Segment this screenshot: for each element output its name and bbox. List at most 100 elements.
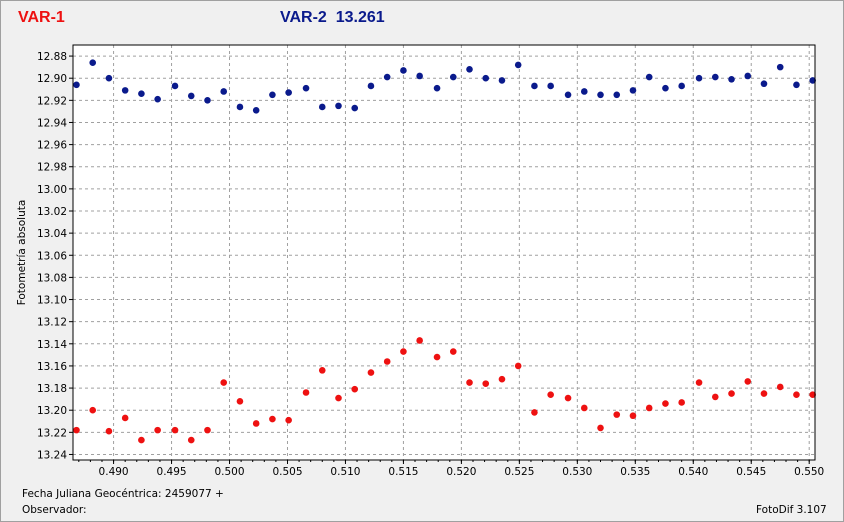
y-tick-label: 13.02 bbox=[37, 206, 67, 218]
var-1-point bbox=[760, 390, 768, 397]
var-1-point bbox=[728, 390, 735, 397]
var-2-point bbox=[73, 81, 80, 89]
var-2-point bbox=[171, 82, 179, 90]
var-2-point bbox=[367, 82, 375, 90]
var-2-point bbox=[776, 63, 784, 71]
x-tick-label: 0.505 bbox=[272, 466, 302, 478]
y-tick-label: 12.98 bbox=[37, 162, 67, 174]
var-1-point bbox=[645, 404, 653, 412]
var-2-point bbox=[335, 102, 342, 110]
var-1-point bbox=[678, 399, 685, 406]
var-1-point bbox=[498, 375, 506, 383]
var-2-point bbox=[187, 92, 195, 100]
var-1-point bbox=[629, 412, 637, 420]
var-2-point bbox=[728, 76, 735, 83]
var-2-point bbox=[580, 88, 588, 95]
var-1-point bbox=[793, 391, 800, 399]
x-tick-label: 0.520 bbox=[446, 466, 476, 478]
var-1-point bbox=[564, 394, 572, 402]
y-tick-label: 13.20 bbox=[37, 405, 67, 417]
var-1-point bbox=[318, 367, 326, 374]
var-1-point bbox=[711, 393, 719, 401]
julian-date-label: Fecha Juliana Geocéntrica: 2459077 + bbox=[22, 488, 224, 500]
var-2-point bbox=[105, 74, 113, 82]
var-2-point bbox=[89, 59, 97, 67]
var-2-point bbox=[482, 74, 490, 82]
var-2-point bbox=[564, 91, 572, 99]
x-tick-label: 0.530 bbox=[562, 466, 592, 478]
var-2-point bbox=[531, 82, 538, 90]
var-2-point bbox=[809, 77, 816, 84]
var-2-point bbox=[433, 84, 441, 92]
var-2-point bbox=[514, 61, 522, 69]
y-tick-label: 13.16 bbox=[37, 361, 67, 373]
y-axis-ticks: 12.88 12.90 12.92 12.94 12.96 12.98 13.00 13.02… bbox=[37, 51, 73, 461]
var2-label: VAR-2 13.261 bbox=[280, 9, 385, 26]
var-1-point bbox=[138, 436, 145, 444]
var-2-point bbox=[678, 82, 685, 90]
y-tick-label: 13.10 bbox=[37, 295, 67, 307]
var-1-point bbox=[204, 426, 211, 434]
var-1-point bbox=[482, 380, 490, 387]
var-1-point bbox=[597, 424, 604, 432]
var-2-point bbox=[498, 77, 506, 84]
y-tick-label: 13.08 bbox=[37, 272, 67, 284]
x-tick-label: 0.525 bbox=[504, 466, 534, 478]
var-1-point bbox=[187, 436, 195, 444]
var-1-point bbox=[416, 337, 423, 344]
x-tick-label: 0.490 bbox=[99, 466, 129, 478]
var-1-point bbox=[220, 379, 228, 386]
y-tick-label: 12.94 bbox=[37, 117, 67, 129]
var-2-point bbox=[121, 87, 129, 94]
var-1-point bbox=[400, 348, 407, 355]
y-tick-label: 12.92 bbox=[37, 95, 67, 107]
var-2-point bbox=[204, 97, 211, 104]
var-2-point bbox=[695, 74, 703, 82]
y-tick-label: 13.00 bbox=[37, 184, 67, 196]
var-1-point bbox=[695, 379, 703, 386]
x-tick-label: 0.535 bbox=[620, 466, 650, 478]
var-1-point bbox=[302, 389, 310, 396]
var-2-point bbox=[662, 84, 669, 92]
var-2-point bbox=[793, 81, 800, 89]
x-tick-label: 0.545 bbox=[736, 466, 766, 478]
var-2-point bbox=[220, 88, 228, 95]
var-2-point bbox=[400, 67, 407, 74]
var-2-point bbox=[613, 91, 621, 99]
y-tick-label: 12.96 bbox=[37, 140, 67, 152]
y-tick-label: 13.18 bbox=[37, 383, 67, 395]
var-1-point bbox=[383, 358, 391, 365]
y-tick-label: 12.88 bbox=[37, 51, 67, 63]
var-1-point bbox=[236, 398, 244, 405]
var-1-point bbox=[662, 400, 669, 407]
y-tick-label: 13.24 bbox=[37, 449, 67, 461]
var-2-point bbox=[269, 91, 276, 99]
data-points bbox=[73, 59, 816, 444]
var-1-point bbox=[449, 348, 457, 355]
var-1-point bbox=[171, 426, 179, 434]
x-tick-label: 0.540 bbox=[678, 466, 708, 478]
var-1-point bbox=[466, 379, 473, 386]
var-2-point bbox=[645, 73, 653, 81]
var-2-point bbox=[711, 73, 719, 81]
var-1-point bbox=[514, 362, 522, 370]
var-2-point bbox=[547, 82, 554, 90]
var-2-point bbox=[416, 72, 423, 80]
var-1-point bbox=[433, 353, 441, 361]
x-tick-label: 0.550 bbox=[794, 466, 824, 478]
var-1-point bbox=[809, 391, 816, 399]
var-1-point bbox=[252, 420, 260, 427]
plot-area bbox=[73, 45, 815, 460]
var-2-point bbox=[449, 73, 457, 81]
var-1-point bbox=[613, 411, 621, 418]
x-axis-ticks: 0.490 0.495 0.500 0.505 0.510 0.515 0.520 0.525… bbox=[78, 460, 824, 478]
var-1-point bbox=[367, 369, 375, 376]
var-2-point bbox=[351, 104, 359, 112]
var-2-point bbox=[760, 80, 768, 88]
var-1-point bbox=[776, 383, 784, 391]
var-2-point bbox=[629, 87, 637, 94]
var-1-point bbox=[154, 426, 161, 434]
x-tick-label: 0.495 bbox=[157, 466, 187, 478]
var-1-point bbox=[73, 426, 80, 434]
